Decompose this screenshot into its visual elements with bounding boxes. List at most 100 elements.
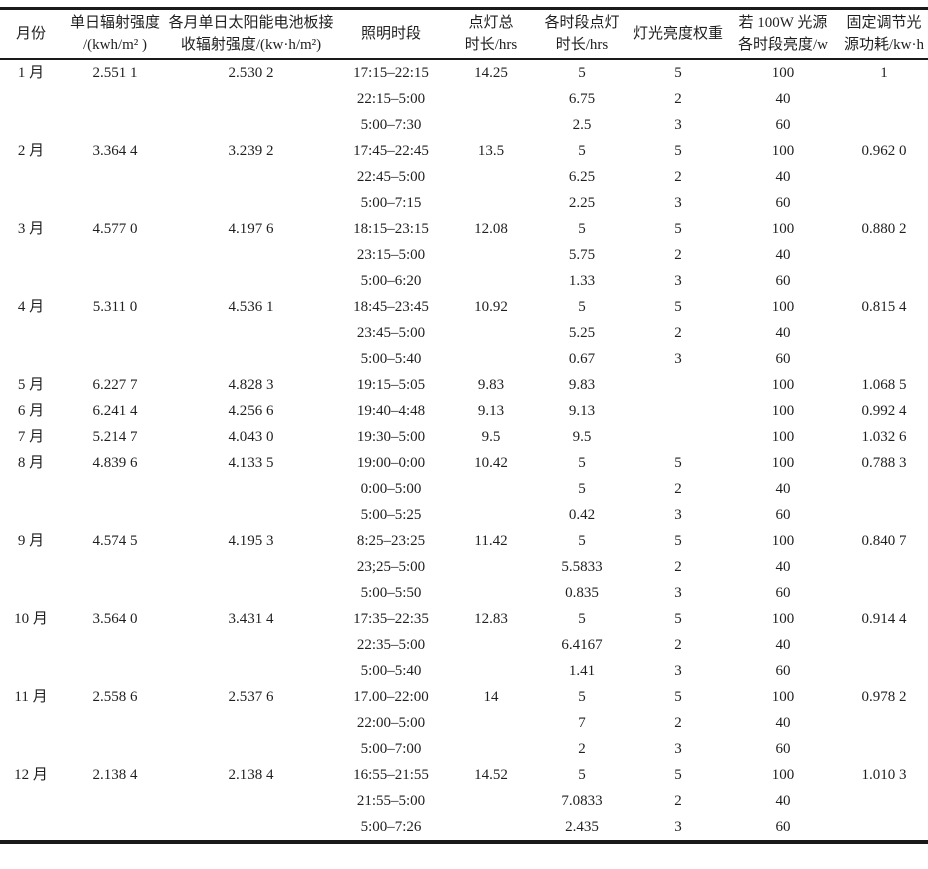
column-header-line: 时长/hrs — [555, 37, 609, 53]
table-row: 5:00–7:30 2.5 3 60 — [0, 112, 928, 138]
fixed-power-cell: 0.788 3 — [861, 455, 907, 471]
column-header-line: 收辐射强度/(kw·h/m²) — [180, 37, 322, 53]
table-row: 7 月 5.214 7 4.043 0 19:30–5:00 9.5 9.5 100 1.03… — [0, 424, 928, 450]
daily-radiation-cell: 6.227 7 — [92, 377, 138, 393]
period-brightness-cell: 100 — [771, 767, 795, 783]
period-duration-cell: 2 — [578, 741, 586, 757]
period-duration-cell: 2.435 — [565, 819, 599, 835]
month-cell: 5 月 — [17, 377, 45, 393]
lighting-period-cell: 23:15–5:00 — [356, 247, 426, 263]
fixed-power-cell: 0.815 4 — [861, 299, 907, 315]
panel-radiation-cell: 4.133 5 — [228, 455, 274, 471]
period-duration-cell: 9.5 — [572, 429, 592, 445]
lighting-period-cell: 16:55–21:55 — [353, 767, 429, 783]
lighting-period-cell: 22:35–5:00 — [356, 637, 426, 653]
lighting-period-cell: 19:00–0:00 — [356, 455, 426, 471]
fixed-power-cell: 1.032 6 — [861, 429, 907, 445]
brightness-weight-cell: 3 — [674, 663, 682, 679]
lighting-period-cell: 5:00–5:40 — [360, 663, 422, 679]
fixed-power-cell: 0.914 4 — [861, 611, 907, 627]
period-brightness-cell: 40 — [775, 169, 791, 185]
brightness-weight-cell: 5 — [674, 689, 682, 705]
total-hours-cell: 9.83 — [477, 377, 505, 393]
period-brightness-cell: 40 — [775, 481, 791, 497]
column-header-period_brightness: 若 100W 光源 各时段亮度/w — [726, 9, 840, 60]
lighting-period-cell: 23;25–5:00 — [356, 559, 426, 575]
daily-radiation-cell: 2.138 4 — [92, 767, 138, 783]
daily-radiation-cell: 5.214 7 — [92, 429, 138, 445]
column-header-line: 单日辐射强度 — [69, 15, 160, 31]
period-brightness-cell: 100 — [771, 65, 795, 81]
period-brightness-cell: 100 — [771, 689, 795, 705]
page: 月份 单日辐射强度 /(kwh/m² ) 各月单日太阳能电池板接 收辐射强度/(kw·h… — [0, 7, 928, 844]
column-header-lighting_period: 照明时段 — [334, 9, 448, 60]
period-brightness-cell: 60 — [775, 351, 791, 367]
lighting-period-cell: 17:35–22:35 — [353, 611, 429, 627]
period-duration-cell: 2.5 — [572, 117, 592, 133]
panel-radiation-cell: 3.431 4 — [228, 611, 274, 627]
period-brightness-cell: 60 — [775, 195, 791, 211]
brightness-weight-cell: 3 — [674, 351, 682, 367]
lighting-period-cell: 5:00–7:00 — [360, 741, 422, 757]
period-brightness-cell: 100 — [771, 611, 795, 627]
total-hours-cell: 9.5 — [481, 429, 501, 445]
brightness-weight-cell: 2 — [674, 793, 682, 809]
table-row: 23;25–5:00 5.5833 2 40 — [0, 554, 928, 580]
lighting-period-cell: 22:45–5:00 — [356, 169, 426, 185]
month-cell: 12 月 — [14, 767, 48, 783]
total-hours-cell: 10.42 — [474, 455, 508, 471]
daily-radiation-cell: 3.364 4 — [92, 143, 138, 159]
period-duration-cell: 7 — [578, 715, 586, 731]
table-row: 5:00–6:20 1.33 3 60 — [0, 268, 928, 294]
period-duration-cell: 0.42 — [568, 507, 596, 523]
lighting-period-cell: 5:00–5:50 — [360, 585, 422, 601]
month-cell: 11 月 — [14, 689, 48, 705]
table-row: 23:15–5:00 5.75 2 40 — [0, 242, 928, 268]
period-brightness-cell: 100 — [771, 455, 795, 471]
fixed-power-cell: 1.010 3 — [861, 767, 907, 783]
panel-radiation-cell: 4.043 0 — [228, 429, 274, 445]
panel-radiation-cell: 2.530 2 — [228, 65, 274, 81]
period-duration-cell: 1.33 — [568, 273, 596, 289]
period-duration-cell: 6.25 — [568, 169, 596, 185]
brightness-weight-cell: 5 — [674, 611, 682, 627]
period-brightness-cell: 40 — [775, 715, 791, 731]
month-cell: 6 月 — [17, 403, 45, 419]
period-brightness-cell: 60 — [775, 741, 791, 757]
table-row: 1 月 2.551 1 2.530 2 17:15–22:15 14.25 5 5 100 1 — [0, 59, 928, 86]
period-brightness-cell: 40 — [775, 325, 791, 341]
table-row: 4 月 5.311 0 4.536 1 18:45–23:45 10.92 5 5 100 0.… — [0, 294, 928, 320]
column-header-line: 固定调节光 — [846, 15, 922, 31]
period-brightness-cell: 60 — [775, 819, 791, 835]
brightness-weight-cell: 3 — [674, 117, 682, 133]
month-cell: 8 月 — [17, 455, 45, 471]
brightness-weight-cell — [630, 398, 726, 424]
period-duration-cell: 5 — [578, 689, 586, 705]
period-duration-cell: 5 — [578, 65, 586, 81]
lighting-period-cell: 5:00–5:40 — [360, 351, 422, 367]
lighting-period-cell: 18:45–23:45 — [353, 299, 429, 315]
brightness-weight-cell: 2 — [674, 559, 682, 575]
period-duration-cell: 2.25 — [568, 195, 596, 211]
daily-radiation-cell: 2.558 6 — [92, 689, 138, 705]
table-row: 5:00–5:40 1.41 3 60 — [0, 658, 928, 684]
fixed-power-cell: 0.840 7 — [861, 533, 907, 549]
column-header-fixed_power: 固定调节光 源功耗/kw·h — [840, 9, 928, 60]
fixed-power-cell: 0.962 0 — [861, 143, 907, 159]
period-duration-cell: 6.4167 — [561, 637, 603, 653]
table-row: 10 月 3.564 0 3.431 4 17:35–22:35 12.83 5 5 100 0… — [0, 606, 928, 632]
period-brightness-cell: 100 — [771, 377, 795, 393]
period-brightness-cell: 40 — [775, 559, 791, 575]
period-duration-cell: 5 — [578, 611, 586, 627]
period-duration-cell: 5.5833 — [561, 559, 603, 575]
period-duration-cell: 5 — [578, 767, 586, 783]
table-row: 3 月 4.577 0 4.197 6 18:15–23:15 12.08 5 5 100 0.… — [0, 216, 928, 242]
panel-radiation-cell: 2.537 6 — [228, 689, 274, 705]
fixed-power-cell: 0.880 2 — [861, 221, 907, 237]
period-brightness-cell: 100 — [771, 533, 795, 549]
table-row: 5:00–7:26 2.435 3 60 — [0, 814, 928, 842]
fixed-power-cell: 0.992 4 — [861, 403, 907, 419]
column-header-daily_radiation: 单日辐射强度 /(kwh/m² ) — [62, 9, 168, 60]
brightness-weight-cell: 2 — [674, 637, 682, 653]
brightness-weight-cell: 3 — [674, 741, 682, 757]
